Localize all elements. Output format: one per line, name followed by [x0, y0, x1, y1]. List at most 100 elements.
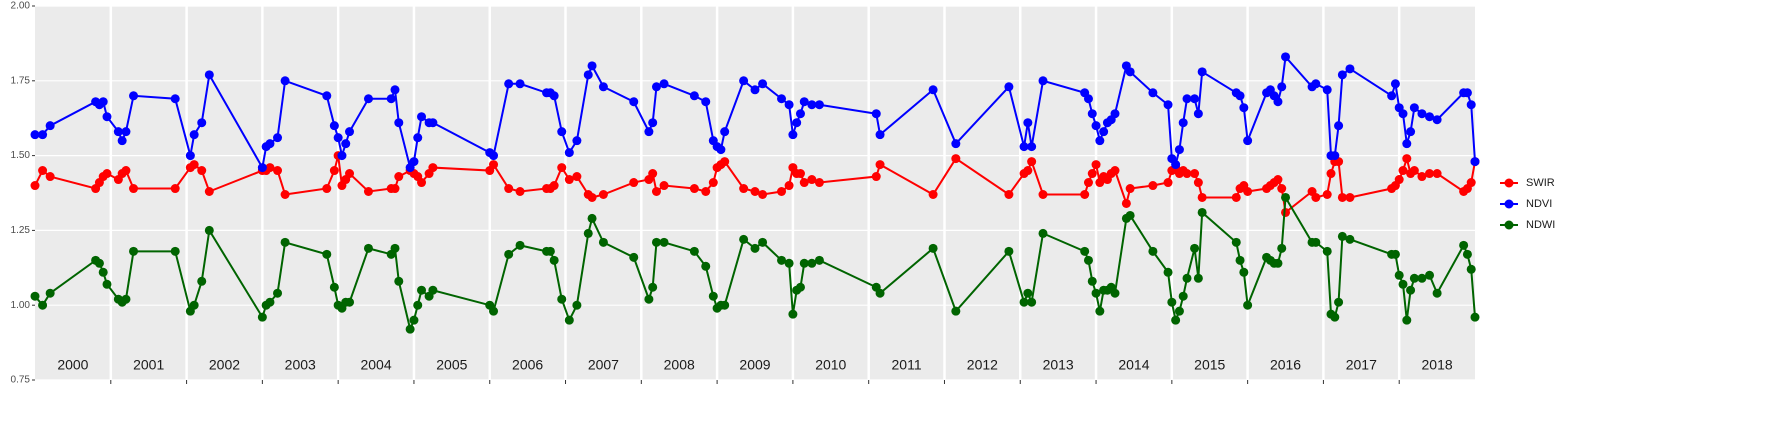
data-point [1239, 267, 1249, 277]
year-label: 2009 [739, 357, 770, 373]
data-point [280, 237, 290, 247]
year-label: 2012 [967, 357, 998, 373]
data-point [322, 249, 332, 259]
data-point [30, 130, 40, 140]
data-point [1163, 100, 1173, 110]
year-label: 2008 [664, 357, 695, 373]
data-point [1080, 246, 1090, 256]
data-point [928, 85, 938, 95]
data-point [739, 234, 749, 244]
data-point [750, 243, 760, 253]
data-point [1027, 157, 1037, 167]
data-point [204, 187, 214, 197]
data-point [345, 127, 355, 137]
data-point [701, 97, 711, 107]
data-point [515, 187, 525, 197]
data-point [1004, 246, 1014, 256]
year-label: 2018 [1422, 357, 1453, 373]
data-point [587, 192, 597, 202]
data-point [1235, 255, 1245, 265]
data-point [504, 79, 514, 89]
data-point [1023, 166, 1033, 176]
data-point [758, 79, 768, 89]
data-point [1330, 312, 1340, 322]
data-point [1163, 178, 1173, 188]
data-point [1197, 67, 1207, 77]
data-point [587, 61, 597, 71]
data-point [1243, 136, 1253, 146]
data-point [394, 172, 404, 182]
data-point [30, 181, 40, 191]
data-point [1004, 189, 1014, 199]
data-point [784, 258, 794, 268]
data-point [1125, 184, 1135, 194]
data-point [788, 130, 798, 140]
data-point [1466, 264, 1476, 274]
data-point [265, 163, 275, 173]
data-point [1190, 94, 1200, 104]
data-point [417, 112, 427, 122]
data-point [329, 282, 339, 292]
data-point [1394, 270, 1404, 280]
data-point [549, 255, 559, 265]
legend-label: NDWI [1526, 219, 1555, 231]
year-label: 2006 [512, 357, 543, 373]
data-point [875, 288, 885, 298]
data-point [405, 324, 415, 334]
y-tick-label: 2.00 [11, 1, 31, 12]
year-label: 2004 [360, 357, 391, 373]
data-point [1027, 142, 1037, 152]
data-point [1023, 118, 1033, 128]
data-point [1281, 52, 1291, 62]
data-point [322, 184, 332, 194]
year-label: 2017 [1346, 357, 1377, 373]
data-point [564, 315, 574, 325]
data-point [871, 172, 881, 182]
data-point [557, 294, 567, 304]
data-point [1398, 166, 1408, 176]
data-point [928, 243, 938, 253]
data-point [1083, 94, 1093, 104]
data-point [814, 255, 824, 265]
data-point [875, 160, 885, 170]
data-point [583, 70, 593, 80]
data-point [1019, 297, 1029, 307]
data-point [1091, 288, 1101, 298]
data-point [489, 306, 499, 316]
data-point [1406, 127, 1416, 137]
data-point [1243, 300, 1253, 310]
data-point [1110, 166, 1120, 176]
data-point [1038, 76, 1048, 86]
data-point [257, 163, 267, 173]
data-point [345, 169, 355, 179]
data-point [257, 312, 267, 322]
data-point [409, 157, 419, 167]
data-point [951, 306, 961, 316]
data-point [720, 300, 730, 310]
data-point [598, 237, 608, 247]
data-point [1337, 192, 1347, 202]
data-point [701, 187, 711, 197]
data-point [716, 145, 726, 155]
data-point [689, 91, 699, 101]
data-point [1231, 237, 1241, 247]
data-point [428, 118, 438, 128]
data-point [739, 76, 749, 86]
data-point [1466, 100, 1476, 110]
data-point [394, 276, 404, 286]
data-point [121, 166, 131, 176]
data-point [1394, 175, 1404, 185]
legend-key [1504, 220, 1514, 230]
year-label: 2011 [892, 357, 922, 373]
data-point [1311, 79, 1321, 89]
data-point [98, 267, 108, 277]
data-point [386, 94, 396, 104]
data-point [720, 127, 730, 137]
year-label: 2015 [1194, 357, 1225, 373]
data-point [701, 261, 711, 271]
data-point [273, 288, 283, 298]
legend-label: NDVI [1526, 198, 1552, 210]
data-point [777, 94, 787, 104]
data-point [45, 172, 55, 182]
data-point [413, 300, 423, 310]
